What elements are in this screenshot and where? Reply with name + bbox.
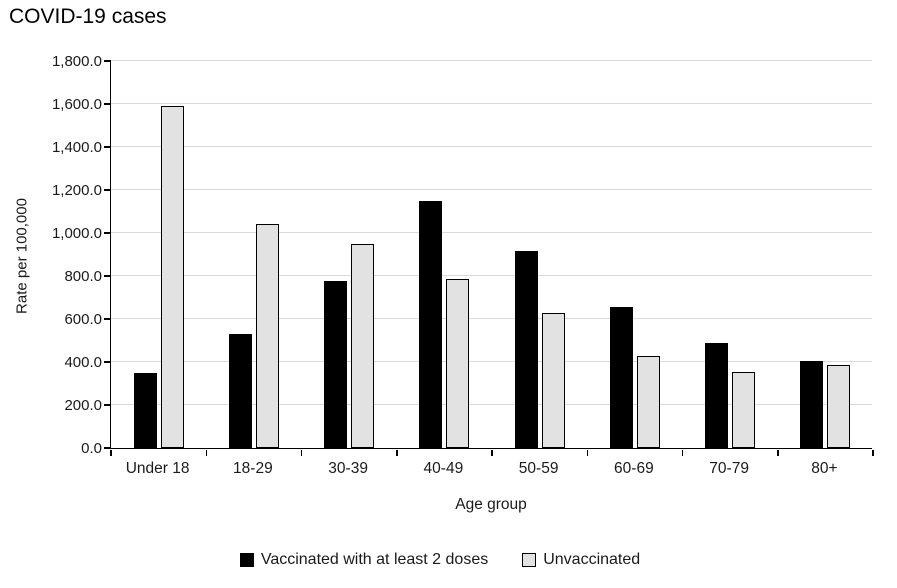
gridline xyxy=(111,404,872,405)
bar-unvaccinated-18-29 xyxy=(255,224,279,448)
x-tick-mark xyxy=(586,450,588,456)
x-tick-mark xyxy=(396,450,398,456)
y-axis-title: Rate per 100,000 xyxy=(13,198,31,314)
x-tick-mark xyxy=(872,450,874,456)
y-tick-label: 800.0 xyxy=(64,268,102,285)
bar-vaccinated-under-18 xyxy=(133,372,157,448)
y-tick-label: 200.0 xyxy=(64,397,102,414)
x-tick-mark xyxy=(300,450,303,456)
gridline xyxy=(111,60,872,61)
x-tick-label: 18-29 xyxy=(233,460,273,477)
x-tick-label: 30-39 xyxy=(328,460,368,477)
legend: Vaccinated with at least 2 doses Unvacci… xyxy=(0,551,880,569)
gridline xyxy=(111,189,872,190)
plot-area xyxy=(104,60,874,456)
y-tick-mark xyxy=(104,447,111,449)
legend-swatch-unvaccinated-icon xyxy=(522,553,537,567)
chart-title: COVID-19 cases xyxy=(9,5,167,28)
y-tick-label: 1,000.0 xyxy=(51,225,102,242)
bar-unvaccinated-30-39 xyxy=(351,243,375,448)
gridline xyxy=(111,318,872,319)
y-tick-mark xyxy=(104,361,111,363)
x-tick-mark xyxy=(777,450,779,456)
x-tick-label: 80+ xyxy=(811,460,838,477)
y-tick-label: 1,800.0 xyxy=(51,53,102,70)
x-tick-label: 70-79 xyxy=(709,460,749,477)
y-tick-mark xyxy=(104,60,111,62)
x-tick-mark xyxy=(491,450,493,456)
legend-item-vaccinated: Vaccinated with at least 2 doses xyxy=(239,551,489,569)
y-tick-mark xyxy=(104,275,111,277)
bar-unvaccinated-80 xyxy=(827,365,851,448)
x-tick-mark xyxy=(205,450,207,456)
bar-unvaccinated-60-69 xyxy=(636,355,660,448)
x-axis-title: Age group xyxy=(455,496,527,513)
x-tick-mark xyxy=(110,450,112,456)
y-tick-label: 1,400.0 xyxy=(51,139,102,156)
gridline xyxy=(111,232,872,233)
bar-unvaccinated-50-59 xyxy=(541,312,565,448)
bar-vaccinated-30-39 xyxy=(324,281,348,448)
x-tick-label: 50-59 xyxy=(518,460,559,477)
y-tick-mark xyxy=(104,146,111,148)
y-tick-mark xyxy=(104,103,111,105)
y-tick-label: 0.0 xyxy=(81,440,102,457)
bar-unvaccinated-70-79 xyxy=(732,371,756,448)
bar-vaccinated-60-69 xyxy=(609,307,633,448)
bar-vaccinated-50-59 xyxy=(514,251,538,448)
gridline xyxy=(111,275,872,276)
y-tick-mark xyxy=(104,189,111,191)
bar-vaccinated-18-29 xyxy=(228,334,252,448)
y-tick-label: 600.0 xyxy=(64,311,102,328)
gridline xyxy=(111,103,872,104)
x-tick-label: Under 18 xyxy=(125,460,190,477)
y-tick-label: 400.0 xyxy=(64,354,102,371)
legend-swatch-vaccinated-icon xyxy=(239,553,254,567)
y-tick-label: 1,200.0 xyxy=(51,182,102,199)
bar-vaccinated-70-79 xyxy=(705,342,729,448)
x-tick-mark xyxy=(681,450,684,456)
bar-unvaccinated-under-18 xyxy=(160,106,184,448)
gridline xyxy=(111,361,872,362)
legend-label-vaccinated: Vaccinated with at least 2 doses xyxy=(260,551,489,568)
bar-unvaccinated-40-49 xyxy=(446,279,470,448)
bar-vaccinated-40-49 xyxy=(419,200,443,448)
x-tick-label: 60-69 xyxy=(614,460,654,477)
legend-label-unvaccinated: Unvaccinated xyxy=(543,551,641,568)
y-tick-label: 1,600.0 xyxy=(51,96,102,113)
y-tick-mark xyxy=(104,318,111,320)
x-tick-label: 40-49 xyxy=(423,460,464,477)
gridline xyxy=(111,146,872,147)
bar-vaccinated-80 xyxy=(800,360,824,448)
legend-item-unvaccinated: Unvaccinated xyxy=(522,551,640,569)
y-tick-mark xyxy=(104,404,111,406)
y-tick-mark xyxy=(104,232,111,234)
